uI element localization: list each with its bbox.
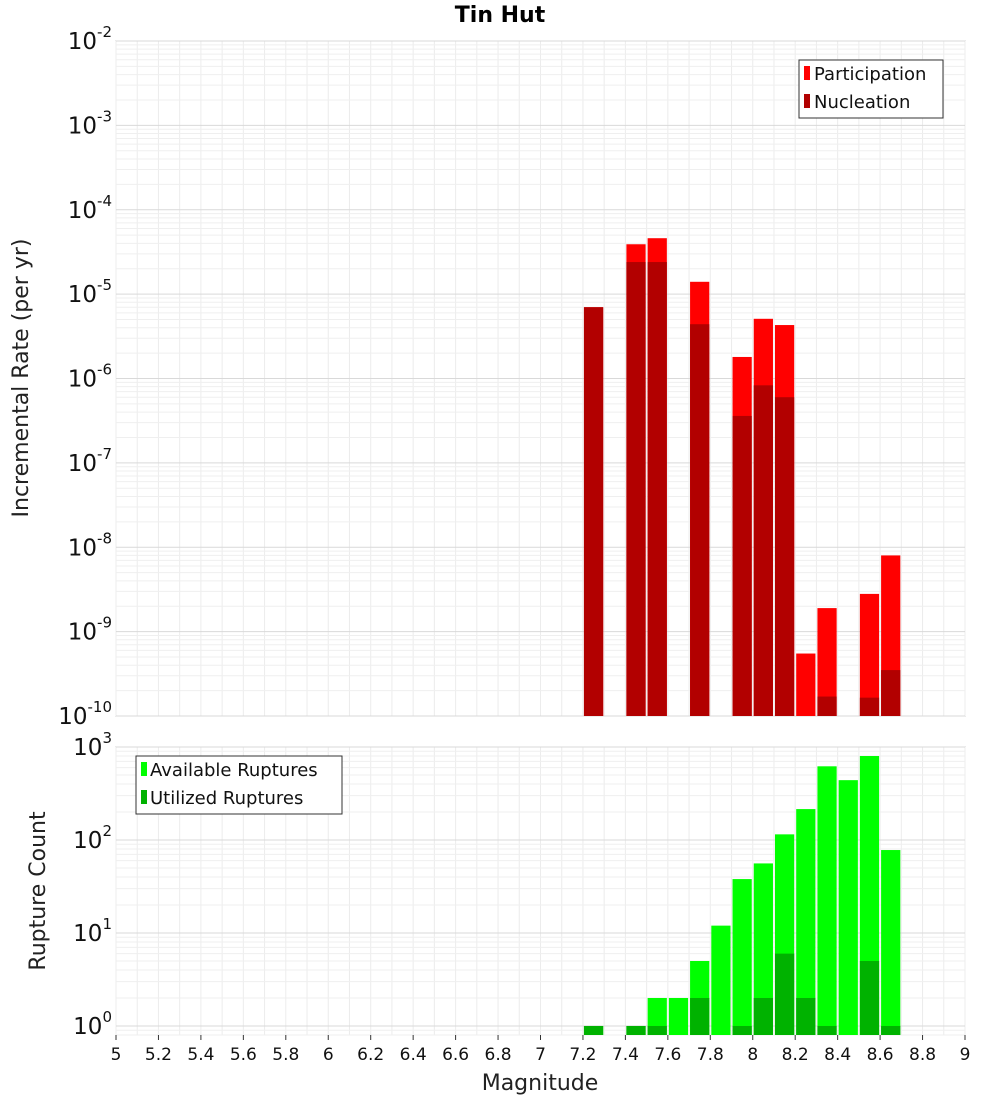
x-tick-label: 7.2 [569,1045,596,1065]
x-tick-label: 5 [111,1045,122,1065]
rate-gridlines [115,40,966,717]
x-tick-label: 5.6 [230,1045,257,1065]
count-secondary-bar [859,960,880,1035]
count-primary-bar [838,780,858,1035]
rate-y-tick-label: 10-10 [58,698,112,730]
rate-secondary-bar [626,262,646,716]
count-primary-bar [711,925,731,1035]
rate-y-ticks: 10-2 10-3 10-4 10-5 10-6 10-7 10-8 10-9 10-10 [58,23,112,730]
count-secondary-bar [817,1025,837,1035]
count-secondary-bar [732,1025,752,1035]
x-tick-label: 8.8 [909,1045,936,1065]
count-primary-bar [668,997,689,1035]
participation-legend-label: Participation [814,64,926,85]
count-primary-bar [647,997,667,1035]
nucleation-legend-label: Nucleation [814,92,910,113]
rate-primary-bar [796,653,816,716]
rate-y-tick-label: 10-6 [68,361,112,393]
x-tick-label: 7.6 [654,1045,681,1065]
nucleation-legend-swatch [804,94,810,108]
count-secondary-bar [583,1025,604,1035]
rate-secondary-bar [881,670,901,716]
utilized-legend-swatch [141,790,147,804]
count-secondary-bar [626,1025,646,1035]
count-y-ticks: 103 102 101 100 [73,729,112,1040]
rate-y-tick-label: 10-3 [68,107,112,139]
rate-secondary-bar [732,415,752,716]
participation-legend-swatch [804,66,810,80]
x-axis-label: Magnitude [482,1071,599,1096]
count-bars [583,756,901,1035]
rate-legend: Participation Nucleation [798,59,944,119]
x-tick-label: 8 [747,1045,758,1065]
rate-y-tick-label: 10-7 [68,445,112,477]
x-tick-label: 8.6 [867,1045,894,1065]
rate-secondary-bar [647,262,667,716]
x-tick-label: 9 [960,1045,971,1065]
rate-y-tick-label: 10-4 [68,192,112,224]
rate-secondary-bar [859,697,880,716]
count-primary-bar [732,879,752,1035]
rate-y-tick-label: 10-5 [68,276,112,308]
count-y-tick-label: 100 [73,1008,112,1040]
rate-legend-box [798,59,944,119]
count-y-axis-label: Rupture Count [26,811,51,971]
count-primary-bar [753,863,773,1035]
x-tick-label: 8.2 [782,1045,809,1065]
x-tick-label: 6.8 [485,1045,512,1065]
x-tick-label: 7.8 [697,1045,724,1065]
count-panel: 103 102 101 100 5 5.2 5.4 5.6 5.8 6 6.2 6.4 6.6 6.8 7… [26,729,970,1096]
rate-y-tick-label: 10-2 [68,23,112,55]
rate-panel: 10-2 10-3 10-4 10-5 10-6 10-7 10-8 10-9 10-10 In… [9,23,966,730]
chart-title: Tin Hut [455,3,546,28]
count-y-tick-label: 102 [73,822,112,854]
rate-y-axis-label: Incremental Rate (per yr) [9,239,34,518]
count-legend-box [135,755,343,815]
rate-secondary-bar [817,696,837,716]
x-tick-label: 7.4 [612,1045,639,1065]
count-secondary-bar [774,953,795,1035]
count-secondary-bar [753,997,773,1035]
x-tick-label: 6 [323,1045,334,1065]
rate-secondary-bar [753,385,773,716]
count-secondary-bar [881,1025,901,1035]
rate-bars [583,238,901,717]
x-tick-label: 7 [535,1045,546,1065]
rate-primary-bar [817,608,837,716]
count-primary-bar [881,850,901,1035]
available-legend-label: Available Ruptures [150,760,318,781]
count-secondary-bar [796,997,816,1035]
rate-secondary-bar [690,324,710,716]
count-y-tick-label: 103 [73,729,112,761]
x-tick-label: 5.2 [145,1045,172,1065]
count-secondary-bar [690,997,710,1035]
count-secondary-bar [647,1025,667,1035]
count-primary-bar [796,809,816,1035]
rate-y-tick-label: 10-8 [68,529,112,561]
x-tick-label: 8.4 [824,1045,851,1065]
x-tick-label: 6.6 [442,1045,469,1065]
count-x-ticks: 5 5.2 5.4 5.6 5.8 6 6.2 6.4 6.6 6.8 7 7.2 7.4 7.6 7.8 8… [111,1035,971,1065]
x-tick-label: 5.8 [272,1045,299,1065]
rate-secondary-bar [774,397,795,716]
x-tick-label: 5.4 [187,1045,214,1065]
count-legend: Available Ruptures Utilized Ruptures [135,755,343,815]
count-primary-bar [817,766,837,1035]
available-legend-swatch [141,762,147,776]
rate-primary-bar [859,593,880,716]
count-y-tick-label: 101 [73,915,112,947]
x-tick-label: 6.4 [400,1045,427,1065]
x-tick-label: 6.2 [357,1045,384,1065]
rate-y-tick-label: 10-9 [68,614,112,646]
utilized-legend-label: Utilized Ruptures [150,788,303,809]
rate-secondary-bar [583,307,604,716]
